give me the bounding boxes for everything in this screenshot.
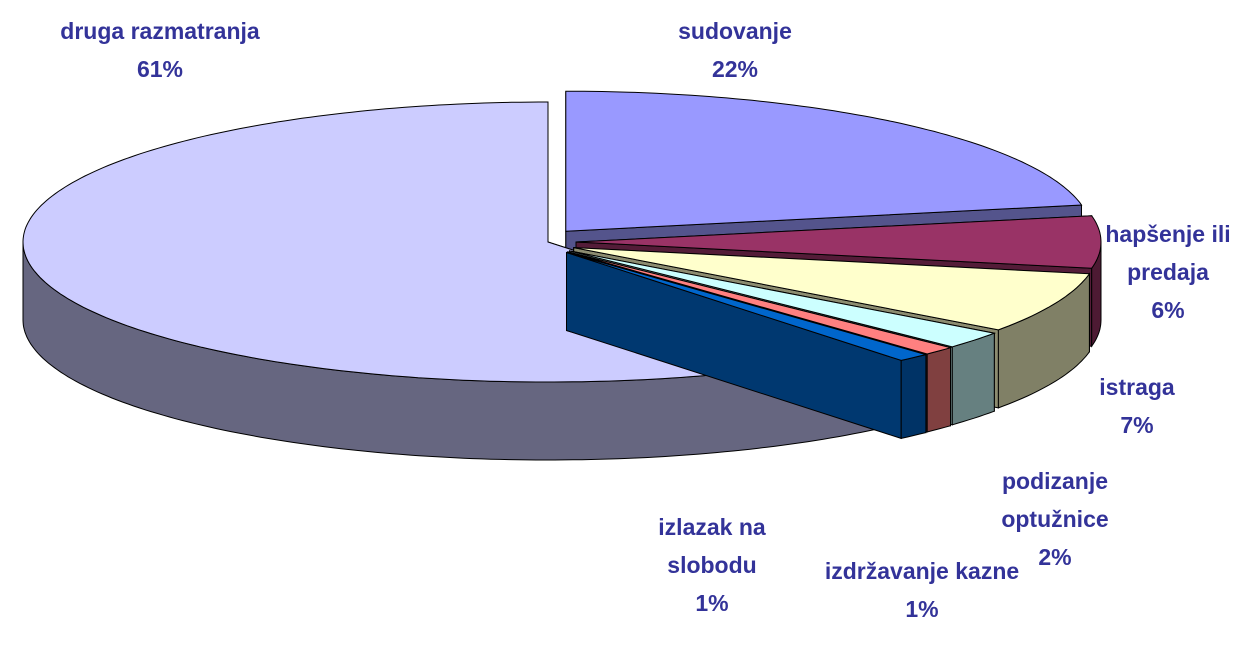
- slice-top: [569, 250, 997, 348]
- value-label: 6%: [1151, 297, 1185, 323]
- slice-top: [567, 251, 953, 355]
- category-label: istraga: [1099, 374, 1175, 400]
- slice-side: [926, 347, 951, 433]
- category-label: hapšenje ili predaja: [1105, 221, 1231, 285]
- value-label: 61%: [136, 56, 184, 82]
- slice-label: izdržavanje kazne 1%: [822, 552, 1022, 628]
- category-label: izdržavanje kazne: [824, 558, 1020, 584]
- slice-side: [951, 332, 995, 426]
- slice-label: hapšenje ili predaja 6%: [1083, 215, 1249, 329]
- slice-top: [575, 215, 1102, 269]
- category-label: izlazak na slobodu: [658, 514, 766, 578]
- slice-label: istraga 7%: [1067, 368, 1207, 444]
- value-label: 7%: [1120, 412, 1154, 438]
- category-label: podizanje optužnice: [1001, 468, 1109, 532]
- slice-label: podizanje optužnice 2%: [970, 462, 1140, 576]
- slice-top: [566, 252, 927, 361]
- category-label: sudovanje: [678, 18, 792, 44]
- slice-top: [573, 247, 1091, 331]
- value-label: 22%: [711, 56, 759, 82]
- pie-slice: [566, 251, 927, 440]
- category-label: druga razmatranja: [60, 18, 260, 44]
- slice-label: druga razmatranja 61%: [50, 12, 270, 88]
- slice-top: [565, 90, 1083, 232]
- value-label: 1%: [695, 590, 729, 616]
- slice-side: [900, 353, 927, 440]
- value-label: 1%: [905, 596, 939, 622]
- value-label: 2%: [1038, 544, 1072, 570]
- slice-label: sudovanje 22%: [635, 12, 835, 88]
- slice-label: izlazak na slobodu 1%: [622, 508, 802, 622]
